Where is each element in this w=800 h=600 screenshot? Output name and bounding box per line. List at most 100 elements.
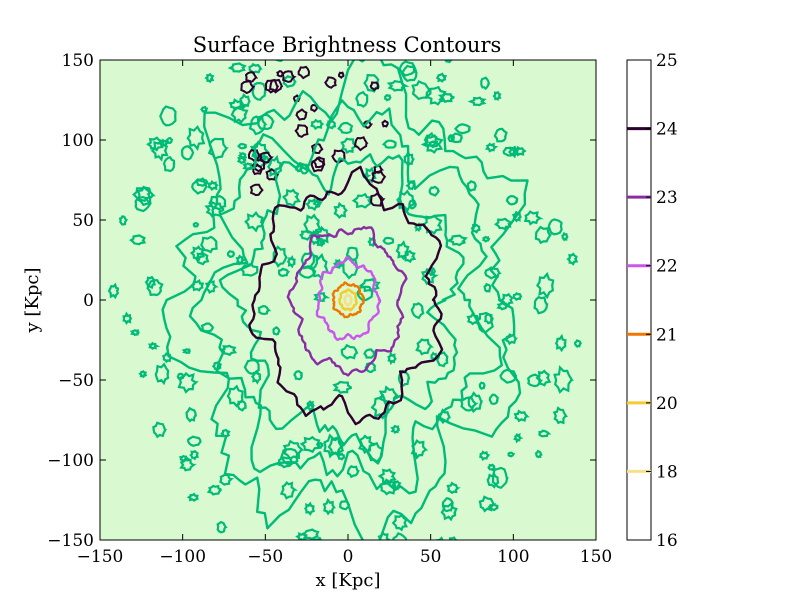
contour-blob xyxy=(248,115,268,136)
contour-blob xyxy=(310,118,325,131)
contour-blob xyxy=(448,536,459,540)
contour-blob xyxy=(333,201,348,219)
contour-blob xyxy=(435,72,448,83)
contour-blob xyxy=(513,409,530,423)
contour-blob xyxy=(310,156,325,173)
contour-blob xyxy=(304,501,315,516)
y-tick-label: −50 xyxy=(58,371,94,391)
contour-blob xyxy=(337,121,354,135)
contour-blob xyxy=(324,76,337,89)
contour-level-24 xyxy=(248,165,444,426)
contour-blob xyxy=(381,119,389,128)
contour-blob xyxy=(459,396,479,412)
contour-blob xyxy=(373,164,385,174)
contour-blob xyxy=(505,194,519,206)
contour-blob xyxy=(466,179,478,192)
contour-blob xyxy=(478,495,497,513)
contour-blob xyxy=(355,90,369,108)
contour-blob xyxy=(481,235,491,243)
colorbar: 25 24 23 22 21 20 18 16 xyxy=(626,51,678,551)
contour-blob xyxy=(337,71,345,79)
contour-blob xyxy=(187,435,202,447)
contour-blob xyxy=(480,76,491,91)
contour-blob xyxy=(179,457,197,472)
colorbar-tick-label: 18 xyxy=(656,462,678,482)
contour-blob xyxy=(219,473,235,486)
contour-blob xyxy=(392,565,397,572)
contour-blob xyxy=(107,282,120,300)
contour-blob xyxy=(276,70,286,78)
contour-blob xyxy=(227,62,247,73)
contour-blob xyxy=(411,79,432,101)
contour-blob xyxy=(272,326,281,336)
contour-blob xyxy=(264,78,280,94)
contour-blob xyxy=(313,10,325,25)
contour-blob xyxy=(176,372,185,381)
contour-blob xyxy=(329,546,341,556)
contour-blob xyxy=(200,235,218,254)
contour-blob xyxy=(492,90,502,102)
contour-blob xyxy=(385,576,389,579)
contour-blob xyxy=(345,246,359,263)
contour-blob xyxy=(478,381,486,390)
contour-blob xyxy=(281,70,297,83)
contour-blob xyxy=(351,192,373,209)
contour-blob xyxy=(294,124,309,139)
contour-blob xyxy=(446,234,468,247)
contour-blob xyxy=(381,139,397,149)
contour-blob xyxy=(312,199,323,207)
contour-blob xyxy=(282,439,305,461)
colorbar-frame xyxy=(626,59,652,541)
contour-blob xyxy=(216,520,228,534)
contour-blob xyxy=(441,496,454,513)
contour-blob xyxy=(364,556,373,565)
contour-blob xyxy=(129,329,140,337)
contour-blob xyxy=(392,532,408,540)
contour-blob xyxy=(244,211,265,233)
contour-blob xyxy=(235,400,247,412)
contour-blob xyxy=(534,225,553,245)
colorbar-tick-label: 21 xyxy=(656,325,678,345)
contour-blob xyxy=(299,229,314,241)
contour-blob xyxy=(467,96,487,107)
contour-blob xyxy=(487,503,499,512)
contour-blob xyxy=(487,463,496,472)
contour-blob xyxy=(508,145,520,159)
y-tick-label: 100 xyxy=(62,131,94,151)
contour-blob xyxy=(449,132,463,144)
contour-blob xyxy=(535,369,552,387)
colorbar-tick-label: 24 xyxy=(656,120,678,140)
contour-blob xyxy=(573,339,583,349)
contour-blob xyxy=(325,119,337,130)
contour-blob xyxy=(281,188,301,208)
contour-blob xyxy=(189,245,205,262)
contour-blob xyxy=(259,151,274,164)
contour-blob xyxy=(237,142,248,150)
y-axis-label: y [Kpc] xyxy=(22,268,43,334)
contour-blob xyxy=(512,291,523,301)
contour-blob xyxy=(561,231,569,242)
contour-blob xyxy=(382,236,395,245)
contour-blob xyxy=(552,406,569,425)
contour-blob xyxy=(159,105,177,127)
x-tick-label: 0 xyxy=(343,547,354,567)
contour-blob xyxy=(444,60,453,64)
contour-blob xyxy=(302,528,320,540)
contour-blob xyxy=(185,406,197,423)
contour-blob xyxy=(186,125,206,152)
contour-blob xyxy=(454,123,471,135)
y-axis: −150 −100 −50 0 50 100 150 xyxy=(47,51,596,551)
contour-blob xyxy=(342,254,359,280)
contour-blob xyxy=(271,245,289,268)
contour-blob xyxy=(403,150,416,168)
contour-blob xyxy=(302,560,313,569)
contour-blob xyxy=(340,137,360,154)
contour-blob xyxy=(346,465,360,479)
contour-blob xyxy=(208,194,227,211)
contour-blob xyxy=(553,365,574,394)
x-axis-label: x [Kpc] xyxy=(316,570,381,591)
contour-blob xyxy=(536,271,555,300)
contour-blob xyxy=(427,140,439,149)
contour-blob xyxy=(356,285,374,302)
